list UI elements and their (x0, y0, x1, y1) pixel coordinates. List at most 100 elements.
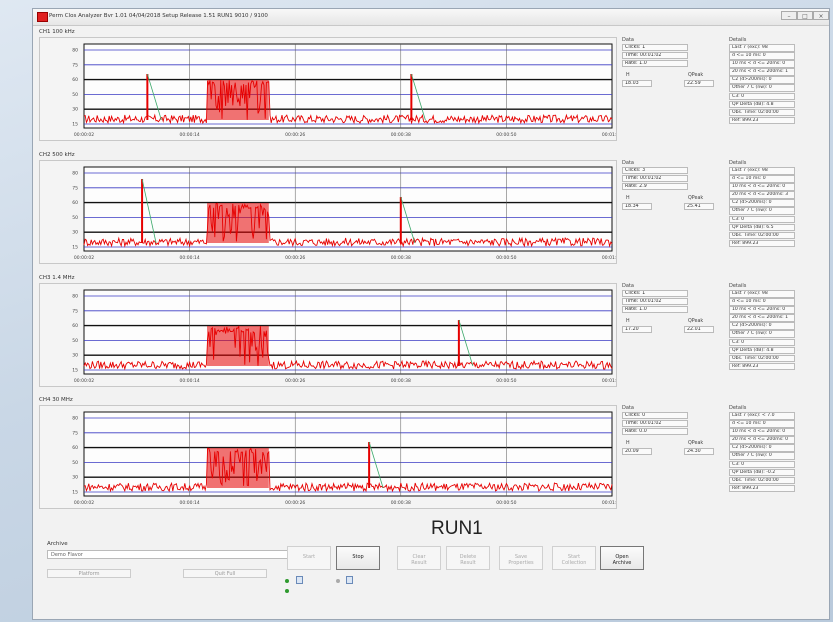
detail-row: QP Delta (dB): 4.8 (729, 346, 795, 355)
signal-trace (83, 202, 613, 248)
h-label: H (626, 73, 630, 78)
y-tick-label: 30 (72, 475, 78, 481)
clear-result-button[interactable]: Clear Result (397, 546, 441, 570)
channel-label: CH2 500 kHz (39, 152, 75, 158)
y-tick-label: 80 (72, 48, 78, 54)
level-group: H QPeak 18.03 22.59 (622, 73, 718, 95)
y-tick-label: 80 (72, 294, 78, 300)
platform-button[interactable]: Platform (47, 569, 131, 578)
stats-title: Data (622, 37, 634, 43)
minimize-icon[interactable]: – (781, 11, 797, 20)
clicks-field: Clicks: 3 (622, 167, 688, 174)
y-tick-label: 50 (72, 215, 78, 221)
clicks-field: Clicks: 1 (622, 44, 688, 51)
details-title: Details (729, 160, 747, 166)
y-tick-label: 80 (72, 171, 78, 177)
status-indicator-3 (336, 579, 340, 583)
x-tick-label: 00:00:38 (391, 378, 411, 384)
time-field: Time: 00:01:02 (622, 298, 688, 305)
detail-row: Obs. Time: 02:00:00 (729, 231, 795, 240)
detail-row: 20 ms < d <= 200ms: 1 (729, 314, 795, 322)
close-icon[interactable]: × (813, 11, 829, 20)
detail-row: 20 ms < d <= 200ms: 0 (729, 436, 795, 444)
detail-row: 10 ms < d <= 20ms: 0 (729, 183, 795, 191)
y-tick-label: 80 (72, 416, 78, 422)
y-tick-label: 50 (72, 338, 78, 344)
x-tick-label: 00:00:26 (285, 255, 305, 261)
x-tick-label: 00:00:26 (285, 132, 305, 138)
x-tick-label: 00:00:02 (74, 500, 94, 506)
detail-row: Last 7 (exc): < 7.0 (729, 412, 795, 420)
open-archive-button[interactable]: Open Archive (600, 546, 644, 570)
document-icon[interactable] (296, 576, 303, 584)
y-tick-label: 15 (72, 122, 78, 128)
start-button[interactable]: Start (287, 546, 331, 570)
details-title: Details (729, 37, 747, 43)
y-tick-label: 75 (72, 308, 78, 314)
signal-burst (207, 203, 269, 243)
y-tick-label: 30 (72, 230, 78, 236)
detail-row: Other 7 C (nw): 0 (729, 84, 795, 93)
detail-row: C2 (d>200ms): 0 (729, 444, 795, 452)
folder-icon[interactable] (346, 576, 353, 584)
channel-label: CH3 1.4 MHz (39, 275, 75, 281)
detail-row: Other 7 C (nw): 0 (729, 452, 795, 461)
channel-panel: CH3 1.4 MHz 80 75 60 50 30 15 00:00:02 00:00:14 0… (37, 275, 827, 393)
time-field: Time: 00:01:02 (622, 52, 688, 59)
level-group: H QPeak 20.09 24.30 (622, 441, 718, 463)
detail-row: 10 ms < d <= 20ms: 0 (729, 60, 795, 68)
save-properties-button[interactable]: Save Properties (499, 546, 543, 570)
rate-field: Rate: 1.0 (622, 306, 688, 313)
y-tick-label: 75 (72, 185, 78, 191)
delete-result-button[interactable]: Delete Result (446, 546, 490, 570)
archive-select[interactable]: Demo Flavor ⌄ (47, 550, 297, 559)
detail-row: C2 (d>200ms): 0 (729, 322, 795, 330)
x-tick-label: 00:00:14 (179, 500, 199, 506)
stop-button[interactable]: Stop (336, 546, 380, 570)
window-title: Perm Clos Analyzer Bvr 1.01 04/04/2018 S… (49, 13, 268, 19)
decay-line (458, 319, 474, 367)
stats-title: Data (622, 283, 634, 289)
qpeak-label: QPeak (688, 73, 704, 78)
stats-group: Data Clicks: 3 Time: 00:01:02 Rate: 2.9 H QPe… (622, 160, 718, 260)
title-bar: Perm Clos Analyzer Bvr 1.01 04/04/2018 S… (33, 9, 829, 26)
signal-burst (207, 326, 269, 366)
app-icon (37, 12, 48, 22)
channel-plot: 80 75 60 50 30 15 00:00:02 00:00:14 00:00:26 00:0… (39, 405, 617, 509)
decay-line (141, 178, 157, 244)
detail-row: QP Delta (dB): -0.2 (729, 468, 795, 477)
detail-row: Obs. Time: 02:00:00 (729, 476, 795, 485)
detail-row: QP Delta (dB): 4.8 (729, 100, 795, 109)
h-label: H (626, 441, 630, 446)
signal-trace (83, 447, 613, 493)
run-label: RUN1 (431, 518, 483, 539)
detail-row: d <= 10 ms: 0 (729, 298, 795, 306)
y-tick-label: 60 (72, 445, 78, 451)
y-tick-label: 60 (72, 200, 78, 206)
time-field: Time: 00:01:02 (622, 420, 688, 427)
details-group: Details Last 7 (exc): 98 d <= 10 ms: 0 10 m… (729, 37, 823, 125)
detail-row: 10 ms < d <= 20ms: 0 (729, 428, 795, 436)
clicks-field: Clicks: 1 (622, 290, 688, 297)
x-tick-label: 00:00:26 (285, 378, 305, 384)
maximize-icon[interactable]: □ (797, 11, 813, 20)
quit-full-button[interactable]: Quit Full (183, 569, 267, 578)
channel-panel: CH2 500 kHz 80 75 60 50 30 15 00:00:02 00:00:14 0… (37, 152, 827, 270)
x-tick-label: 00:01:02 (602, 255, 616, 261)
y-tick-label: 50 (72, 92, 78, 98)
start-collection-button[interactable]: Start Collection (552, 546, 596, 570)
plot-svg: 80 75 60 50 30 15 00:00:02 00:00:14 00:00:26 00:0… (72, 166, 616, 261)
detail-row: QP Delta (dB): 6.5 (729, 223, 795, 232)
time-field: Time: 00:01:02 (622, 175, 688, 182)
x-tick-label: 00:00:38 (391, 132, 411, 138)
qpeak-value: 25.41 (684, 203, 714, 210)
y-tick-label: 30 (72, 353, 78, 359)
detail-row: C2 (d>200ms): 0 (729, 76, 795, 84)
h-label: H (626, 319, 630, 324)
rate-field: Rate: 1.0 (622, 60, 688, 67)
signal-burst (207, 448, 269, 488)
x-tick-label: 00:00:38 (391, 500, 411, 506)
detail-row: Ref: 899.23 (729, 116, 795, 125)
channel-panel: CH1 100 kHz 80 75 60 50 30 15 00:00:02 00:00:14 0… (37, 29, 827, 147)
detail-row: C3: 0 (729, 338, 795, 347)
